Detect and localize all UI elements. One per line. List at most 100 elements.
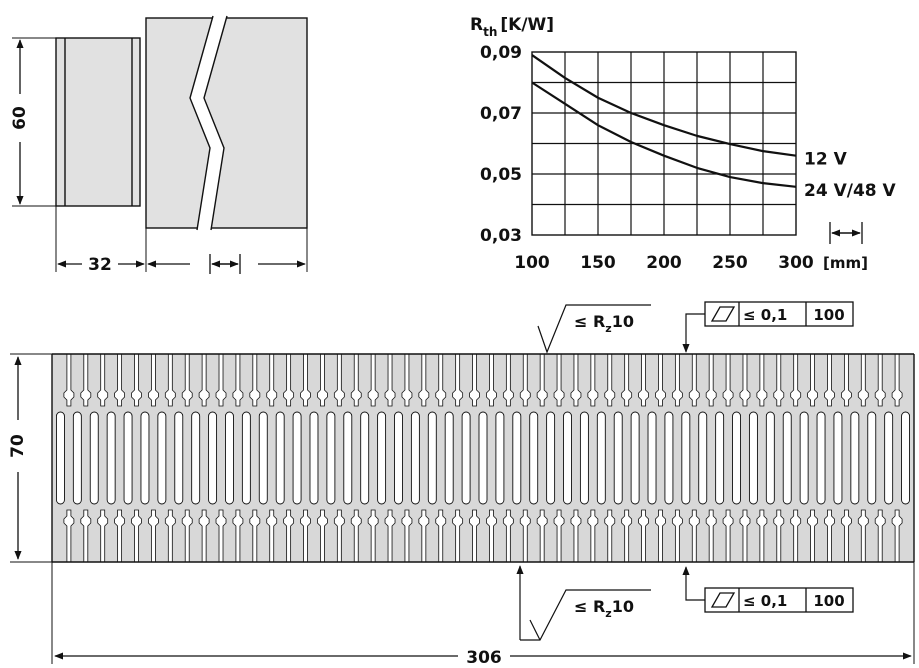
fin-channel xyxy=(816,411,826,505)
x-tick-label: 100 xyxy=(514,253,550,273)
fin-channel xyxy=(867,411,877,505)
fin-slot-top xyxy=(249,353,261,407)
fin-slot-top xyxy=(891,353,903,407)
fin-channel xyxy=(630,411,640,505)
dim-32-label: 32 xyxy=(88,255,112,275)
y-tick-label: 0,07 xyxy=(480,104,522,124)
fin-channel xyxy=(56,411,65,505)
fin-channel xyxy=(529,411,539,505)
fin-channel xyxy=(681,411,691,505)
fin-slot-bottom xyxy=(773,509,785,563)
fin-slot-bottom xyxy=(215,509,227,563)
flatness-leader-top xyxy=(682,313,705,353)
fin-channel xyxy=(343,411,353,505)
fin-slot-bottom xyxy=(232,509,244,563)
fin-channel xyxy=(495,411,505,505)
fin-slot-bottom xyxy=(283,509,295,563)
fin-channel xyxy=(157,411,167,505)
fin-slot-bottom xyxy=(367,509,379,563)
fin-channel xyxy=(782,411,792,505)
fin-slot-bottom xyxy=(604,509,616,563)
fin-slot-top xyxy=(181,353,193,407)
fin-channel xyxy=(850,411,860,505)
chart-grid xyxy=(531,51,797,236)
flatness-tolerance-bottom: ≤ 0,1 xyxy=(743,592,787,610)
fin-slot-top xyxy=(350,353,362,407)
fin-slot-bottom xyxy=(874,509,886,563)
fin-slot-bottom xyxy=(401,509,413,563)
fin-slot-bottom xyxy=(80,509,92,563)
y-tick-label: 0,03 xyxy=(480,226,522,246)
x-tick-label: 250 xyxy=(712,253,748,273)
fin-slot-bottom xyxy=(97,509,109,563)
fin-slot-bottom xyxy=(807,509,818,563)
fin-slot-bottom xyxy=(756,509,768,563)
fin-slot-top xyxy=(131,353,142,407)
fin-channel xyxy=(613,411,623,505)
fin-channel xyxy=(106,411,116,505)
fin-slot-bottom xyxy=(824,509,835,563)
fin-slot-top xyxy=(367,353,379,407)
flatness-icon xyxy=(710,592,736,608)
x-tick-label: 150 xyxy=(580,253,616,273)
fin-slot-bottom xyxy=(384,509,396,563)
fin-slot-top xyxy=(722,353,734,407)
chart-ylabel: Rth [K/W] xyxy=(470,15,554,39)
fin-channel xyxy=(292,411,302,505)
chart-series: 12 V 24 V/48 V xyxy=(531,54,897,201)
fin-channel xyxy=(748,411,758,505)
fin-channel xyxy=(799,411,809,505)
roughness-symbol-top xyxy=(537,304,651,354)
fin-slot-top xyxy=(215,353,227,407)
dim-306-label: 306 xyxy=(466,648,502,668)
flatness-leader-bottom xyxy=(682,566,705,601)
fin-channel xyxy=(377,411,387,505)
fin-slot-bottom xyxy=(857,509,869,563)
fin-channel xyxy=(579,411,589,505)
fin-slot-top xyxy=(97,353,109,407)
fin-slot-bottom xyxy=(63,509,75,563)
fin-slot-bottom xyxy=(790,509,802,563)
roughness-label-bottom: ≤ Rz10 xyxy=(574,597,634,620)
side-view: 60 32 xyxy=(10,15,308,275)
fin-slot-top xyxy=(266,353,278,407)
fin-channel xyxy=(360,411,370,505)
fin-slot-top xyxy=(553,353,565,407)
fin-slot-top xyxy=(857,353,869,407)
fin-slot-top xyxy=(739,353,751,407)
fin-slot-bottom xyxy=(638,509,649,563)
fin-slot-bottom xyxy=(333,509,345,563)
fin-channel xyxy=(140,411,150,505)
dim-70-label: 70 xyxy=(8,434,28,458)
fin-slot-top xyxy=(317,353,328,407)
fin-slot-bottom xyxy=(536,509,548,563)
fin-slot-top xyxy=(502,353,514,407)
fin-slot-bottom xyxy=(688,509,700,563)
fin-channel xyxy=(208,411,218,505)
fin-slot-bottom xyxy=(266,509,278,563)
fin-channel xyxy=(72,411,82,505)
roughness-check-bottom xyxy=(529,619,541,641)
fin-slot-top xyxy=(688,353,700,407)
fin-slot-bottom xyxy=(587,509,599,563)
fin-slot-top xyxy=(452,353,464,407)
fin-channel xyxy=(664,411,674,505)
fin-slot-bottom xyxy=(486,509,497,563)
fin-slot-top xyxy=(638,353,649,407)
fin-slot-top xyxy=(671,353,683,407)
fin-slot-top xyxy=(300,353,311,407)
fin-slot-bottom xyxy=(840,509,852,563)
fin-channel xyxy=(427,411,437,505)
fin-channel xyxy=(174,411,184,505)
fin-channel xyxy=(901,411,910,505)
series-label: 12 V xyxy=(804,150,848,170)
fin-slot-top xyxy=(114,353,126,407)
fin-channel xyxy=(410,411,420,505)
fin-slot-bottom xyxy=(705,509,717,563)
fin-slot-top xyxy=(469,353,480,407)
series-line-1 xyxy=(531,54,797,157)
fin-slot-bottom xyxy=(435,509,447,563)
fin-channel xyxy=(647,411,657,505)
fin-slot-top xyxy=(435,353,447,407)
